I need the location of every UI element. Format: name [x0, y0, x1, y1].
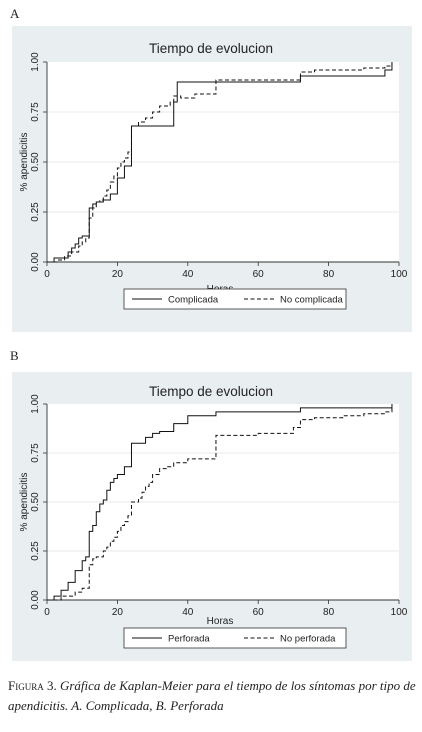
y-tick-label: 0.25	[30, 541, 41, 561]
legend-label-0: Perforada	[168, 634, 210, 645]
x-tick-label: 100	[391, 269, 408, 280]
x-tick-label: 80	[323, 269, 335, 280]
series-line-1	[47, 64, 393, 263]
figure-caption: Figura 3. Gráfica de Kaplan-Meier para e…	[8, 676, 418, 716]
x-tick-label: 60	[253, 607, 265, 618]
x-axis-label: Horas	[207, 616, 234, 627]
caption-text: Gráfica de Kaplan-Meier para el tiempo d…	[8, 678, 416, 713]
y-axis-label: % apendicitis	[19, 473, 30, 532]
x-tick-label: 20	[112, 607, 124, 618]
y-tick-label: 1.00	[30, 394, 41, 414]
x-tick-label: 40	[182, 607, 194, 618]
y-axis-label: % apendicitis	[19, 133, 30, 192]
kaplan-meier-chart-a: 0.00 0.25 0.50 0.75 1.00 0 20 40 60 80 100 Tiempo d…	[12, 26, 412, 332]
y-tick-label: 0.00	[30, 590, 41, 610]
x-tick-label: 0	[44, 269, 50, 280]
y-tick-label: 0.75	[30, 102, 41, 122]
legend-box	[123, 288, 347, 310]
x-tick-label: 0	[44, 607, 50, 618]
y-tick-label: 0.75	[30, 443, 41, 463]
legend-label-1: No perforada	[280, 634, 336, 645]
x-tick-label: 20	[112, 269, 124, 280]
x-tick-label: 60	[253, 269, 265, 280]
series-line-0	[47, 62, 393, 263]
legend-label-0: Complicada	[168, 295, 219, 306]
y-tick-label: 0.00	[30, 252, 41, 272]
kaplan-meier-chart-b: 0.00 0.25 0.50 0.75 1.00 0 20 40 60 80 100 Tiempo d…	[12, 372, 412, 661]
x-tick-label: 80	[323, 607, 335, 618]
y-tick-label: 0.25	[30, 202, 41, 222]
chart-title: Tiempo de evolucion	[149, 384, 273, 399]
y-tick-label: 0.50	[30, 492, 41, 512]
series-line-0	[47, 404, 393, 601]
y-tick-label: 0.50	[30, 152, 41, 172]
y-tick-label: 1.00	[30, 52, 41, 72]
caption-label: Figura 3.	[8, 678, 57, 693]
chart-title: Tiempo de evolucion	[149, 41, 273, 56]
legend-label-1: No complicada	[280, 295, 344, 306]
panel-b-letter: B	[10, 348, 19, 363]
series-line-1	[47, 405, 393, 601]
x-tick-label: 40	[182, 269, 194, 280]
panel-a-letter: A	[10, 6, 20, 21]
legend-box	[123, 627, 347, 649]
x-tick-label: 100	[391, 607, 408, 618]
